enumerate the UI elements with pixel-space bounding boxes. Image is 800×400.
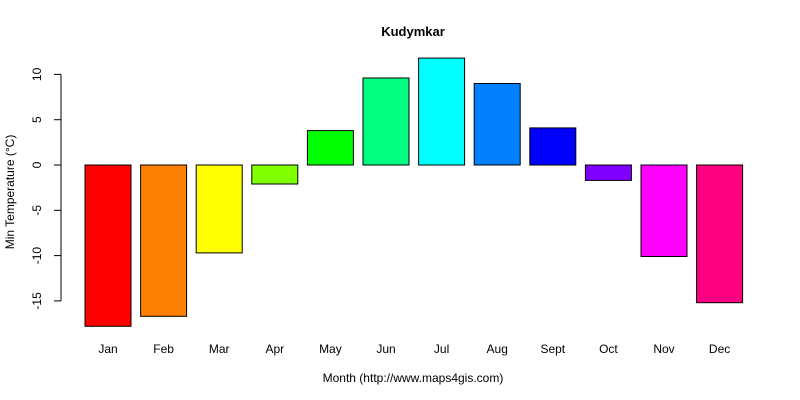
x-tick-label: May bbox=[319, 342, 342, 356]
bar-aug bbox=[473, 83, 521, 166]
bars-group bbox=[84, 57, 744, 327]
bar-jul bbox=[418, 57, 466, 166]
chart-title: Kudymkar bbox=[381, 24, 445, 39]
y-tick-label: -10 bbox=[30, 247, 44, 265]
x-axis-label: Month (http://www.maps4gis.com) bbox=[323, 371, 504, 385]
x-tick-label: Oct bbox=[599, 342, 618, 356]
bar-apr bbox=[251, 164, 299, 185]
y-tick-label: 5 bbox=[30, 116, 44, 123]
x-tick-label: Mar bbox=[209, 342, 230, 356]
bar-oct bbox=[584, 164, 632, 181]
x-tick-label: Jul bbox=[434, 342, 449, 356]
bar-may bbox=[306, 130, 354, 166]
x-tick-label: Nov bbox=[653, 342, 674, 356]
bar-jun bbox=[362, 77, 410, 166]
y-tick-label: -5 bbox=[30, 205, 44, 216]
x-tick-label: Sept bbox=[540, 342, 565, 356]
x-tick-label: Aug bbox=[487, 342, 508, 356]
y-tick-label: 0 bbox=[30, 161, 44, 168]
x-axis-tick-labels: Jan Feb Mar Apr May Jun Jul Aug Sept Oct Nov Dec bbox=[98, 342, 730, 356]
y-tick-label: -15 bbox=[30, 292, 44, 310]
y-tick-label: 10 bbox=[30, 67, 44, 81]
x-tick-label: Apr bbox=[265, 342, 284, 356]
y-axis: -15 -10 -5 0 5 10 bbox=[30, 67, 62, 310]
bar-feb bbox=[140, 164, 188, 317]
x-tick-label: Feb bbox=[153, 342, 174, 356]
x-tick-label: Dec bbox=[709, 342, 730, 356]
bar-mar bbox=[195, 164, 243, 254]
bar-dec bbox=[696, 164, 744, 304]
x-tick-label: Jun bbox=[376, 342, 395, 356]
bar-sept bbox=[529, 127, 577, 166]
x-tick-label: Jan bbox=[98, 342, 117, 356]
bar-nov bbox=[640, 164, 688, 257]
bar-jan bbox=[84, 164, 132, 327]
y-axis-label: Min Temperature (°C) bbox=[3, 135, 17, 250]
